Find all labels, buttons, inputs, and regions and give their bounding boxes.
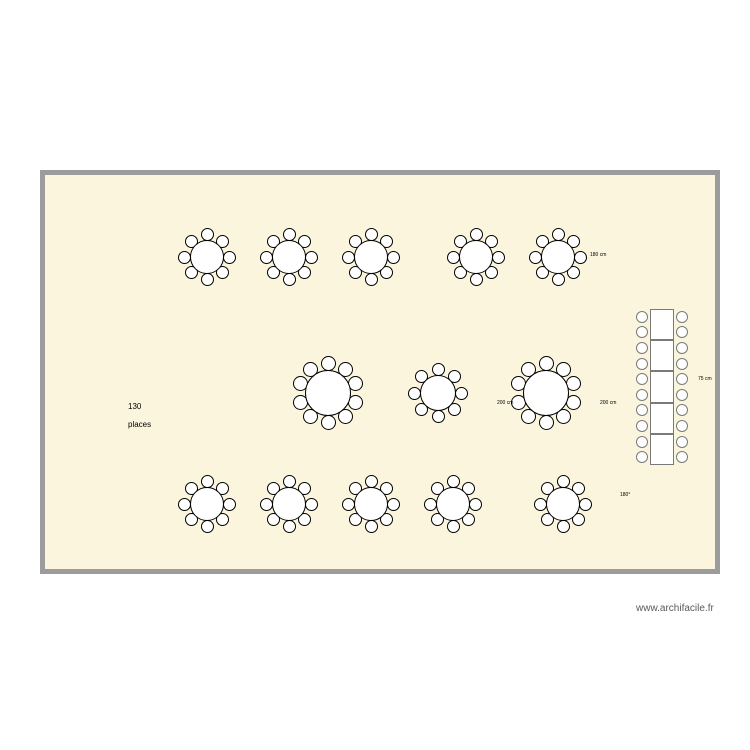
chair bbox=[676, 358, 688, 370]
round-table bbox=[531, 472, 595, 536]
chair bbox=[305, 498, 318, 511]
chair bbox=[636, 389, 648, 401]
table-top bbox=[459, 240, 493, 274]
chair bbox=[676, 436, 688, 448]
table-top bbox=[523, 370, 569, 416]
chair bbox=[201, 273, 214, 286]
table-segment bbox=[650, 340, 674, 371]
table-top bbox=[305, 370, 351, 416]
table-top bbox=[354, 487, 388, 521]
table-top bbox=[190, 487, 224, 521]
chair bbox=[387, 498, 400, 511]
table-top bbox=[541, 240, 575, 274]
chair bbox=[305, 251, 318, 264]
chair bbox=[539, 415, 554, 430]
seat-count: 130 bbox=[128, 402, 141, 411]
table-top bbox=[354, 240, 388, 274]
round-table bbox=[339, 225, 403, 289]
chair bbox=[365, 520, 378, 533]
table-top bbox=[546, 487, 580, 521]
dim-mid2: 200 cm bbox=[600, 400, 616, 406]
chair bbox=[676, 420, 688, 432]
chair bbox=[676, 342, 688, 354]
chair bbox=[470, 273, 483, 286]
chair bbox=[636, 436, 648, 448]
round-table bbox=[506, 353, 586, 433]
chair bbox=[636, 358, 648, 370]
chair bbox=[321, 415, 336, 430]
table-top bbox=[436, 487, 470, 521]
chair bbox=[283, 273, 296, 286]
round-table bbox=[175, 225, 239, 289]
chair bbox=[469, 498, 482, 511]
table-top bbox=[420, 375, 456, 411]
watermark: www.archifacile.fr bbox=[636, 603, 714, 614]
round-table bbox=[339, 472, 403, 536]
chair bbox=[552, 273, 565, 286]
round-table bbox=[405, 360, 471, 426]
table-segment bbox=[650, 309, 674, 340]
table-top bbox=[190, 240, 224, 274]
round-table bbox=[257, 225, 321, 289]
chair bbox=[574, 251, 587, 264]
table-top bbox=[272, 240, 306, 274]
round-table bbox=[526, 225, 590, 289]
chair bbox=[492, 251, 505, 264]
dim-mid1: 200 cm bbox=[497, 400, 513, 406]
chair bbox=[321, 356, 336, 371]
chair bbox=[539, 356, 554, 371]
table-segment bbox=[650, 371, 674, 402]
chair bbox=[557, 520, 570, 533]
chair bbox=[387, 251, 400, 264]
table-segment bbox=[650, 403, 674, 434]
round-table bbox=[421, 472, 485, 536]
chair bbox=[223, 498, 236, 511]
round-table bbox=[175, 472, 239, 536]
chair bbox=[201, 520, 214, 533]
dim-bot: 180° bbox=[620, 492, 630, 498]
chair bbox=[676, 311, 688, 323]
round-table bbox=[257, 472, 321, 536]
chair bbox=[579, 498, 592, 511]
chair bbox=[636, 342, 648, 354]
dim-top: 180 cm bbox=[590, 252, 606, 258]
dim-right: 75 cm bbox=[698, 376, 712, 382]
chair bbox=[447, 520, 460, 533]
table-top bbox=[272, 487, 306, 521]
chair bbox=[676, 389, 688, 401]
chair bbox=[223, 251, 236, 264]
chair bbox=[283, 520, 296, 533]
chair bbox=[455, 387, 468, 400]
rectangular-table bbox=[650, 309, 674, 465]
chair bbox=[636, 311, 648, 323]
round-table bbox=[444, 225, 508, 289]
seat-places: places bbox=[128, 420, 151, 429]
table-segment bbox=[650, 434, 674, 465]
round-table bbox=[288, 353, 368, 433]
chair bbox=[365, 273, 378, 286]
chair bbox=[636, 420, 648, 432]
chair bbox=[432, 410, 445, 423]
